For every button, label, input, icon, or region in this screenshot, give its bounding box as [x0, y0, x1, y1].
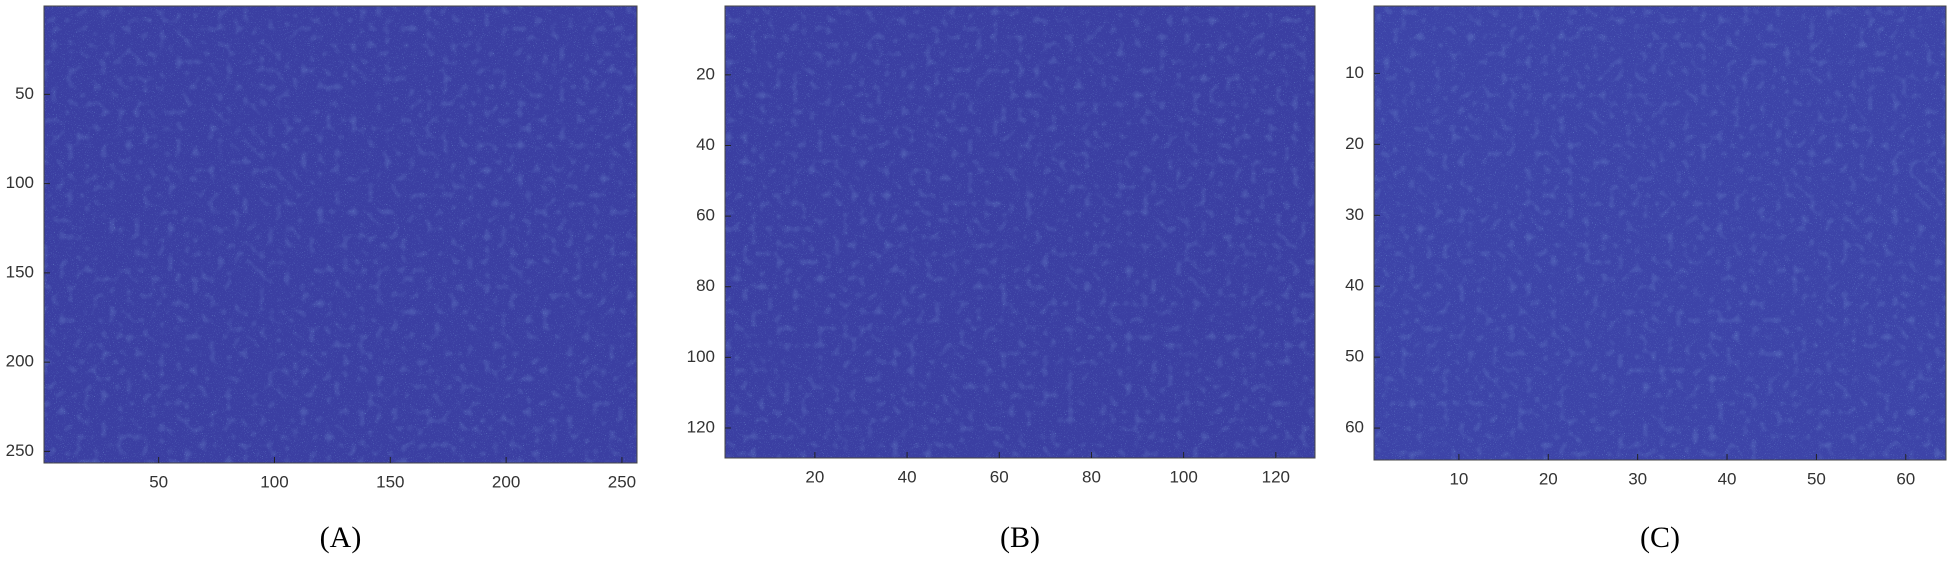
y-tick-label: 200 — [6, 352, 34, 371]
y-tick-label: 40 — [1345, 276, 1364, 295]
plot-frame — [1373, 5, 1947, 461]
x-tick-label: 10 — [1449, 469, 1468, 488]
x-tick-label: 60 — [990, 467, 1009, 486]
y-tick-label: 20 — [696, 64, 715, 83]
x-tick-label: 150 — [376, 472, 404, 491]
y-tick-label: 60 — [696, 206, 715, 225]
y-tick-label: 20 — [1345, 134, 1364, 153]
y-tick-label: 150 — [6, 262, 34, 281]
x-tick-label: 250 — [608, 472, 636, 491]
plot-frame — [724, 5, 1316, 459]
caption: (A) — [320, 521, 362, 554]
y-tick-label: 100 — [6, 173, 34, 192]
x-tick-label: 60 — [1896, 469, 1915, 488]
y-tick-label: 80 — [696, 276, 715, 295]
y-tick-label: 50 — [15, 84, 34, 103]
x-tick-label: 120 — [1262, 467, 1290, 486]
x-tick-label: 20 — [805, 467, 824, 486]
y-tick-label: 120 — [687, 417, 715, 436]
caption: (C) — [1640, 521, 1680, 554]
x-tick-label: 20 — [1539, 469, 1558, 488]
image-texture — [1374, 6, 1946, 460]
y-tick-label: 10 — [1345, 63, 1364, 82]
x-tick-label: 100 — [1169, 467, 1197, 486]
x-tick-label: 80 — [1082, 467, 1101, 486]
y-tick-label: 100 — [687, 347, 715, 366]
caption: (B) — [1000, 521, 1040, 554]
y-tick-label: 250 — [6, 441, 34, 460]
x-tick-label: 50 — [149, 472, 168, 491]
y-tick-label: 60 — [1345, 418, 1364, 437]
x-tick-label: 50 — [1807, 469, 1826, 488]
y-tick-label: 40 — [696, 135, 715, 154]
image-texture — [725, 6, 1315, 458]
y-tick-label: 30 — [1345, 205, 1364, 224]
y-tick-label: 50 — [1345, 347, 1364, 366]
image-texture — [44, 6, 637, 463]
x-tick-label: 100 — [260, 472, 288, 491]
plot-frame — [43, 5, 638, 464]
x-tick-label: 40 — [898, 467, 917, 486]
x-tick-label: 40 — [1718, 469, 1737, 488]
x-tick-label: 200 — [492, 472, 520, 491]
x-tick-label: 30 — [1628, 469, 1647, 488]
